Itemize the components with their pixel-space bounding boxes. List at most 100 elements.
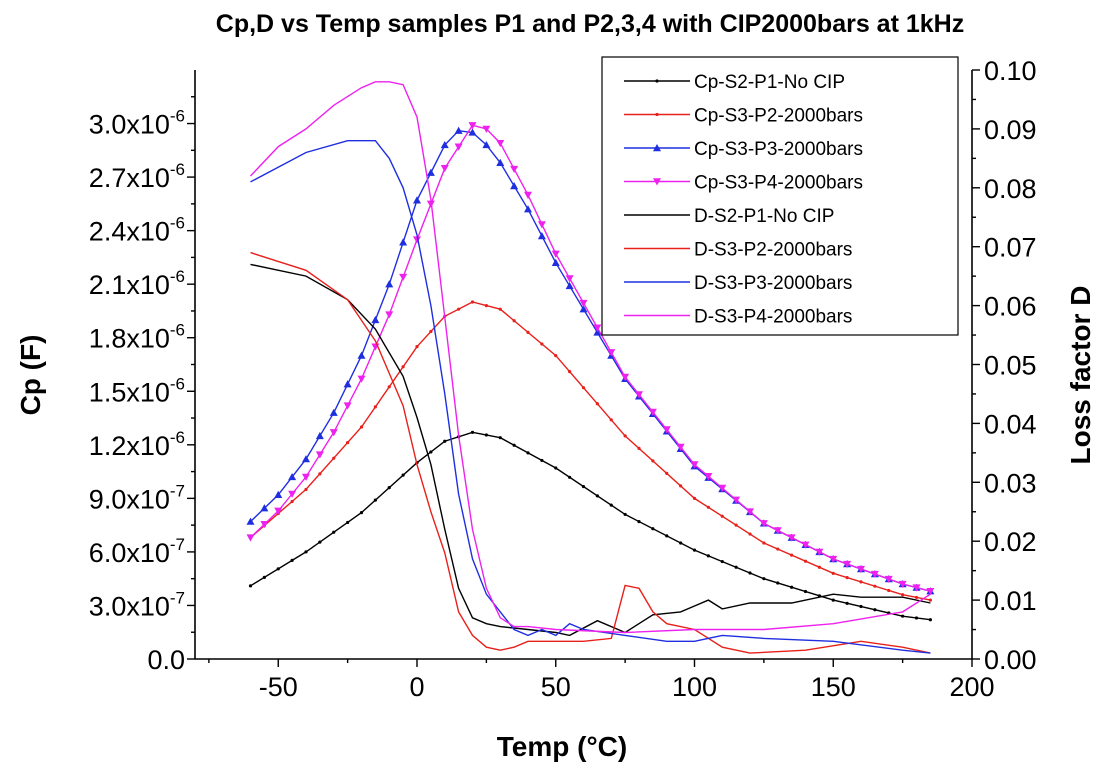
y-tick-exponent: -7 — [170, 535, 185, 554]
x-tick-label: 0 — [409, 672, 424, 702]
data-point — [609, 418, 613, 422]
data-point — [732, 496, 741, 504]
data-point — [704, 473, 713, 481]
series-line — [250, 251, 931, 654]
series-line — [249, 81, 931, 634]
data-point — [637, 519, 641, 524]
data-point — [870, 570, 879, 579]
data-point — [859, 580, 863, 584]
data-point — [343, 402, 352, 410]
data-point — [720, 514, 724, 518]
data-point — [831, 598, 835, 602]
data-point — [679, 484, 683, 488]
series-line — [250, 140, 931, 654]
data-point — [554, 466, 558, 470]
y-tick-exponent: -6 — [170, 321, 185, 340]
data-point — [359, 425, 364, 429]
data-point — [304, 487, 308, 492]
x-tick-label: 50 — [541, 672, 571, 702]
y-tick-exponent: -7 — [170, 588, 185, 607]
data-point — [457, 307, 461, 311]
data-point — [537, 231, 546, 240]
legend-marker — [655, 79, 659, 83]
legend-item: D-S3-P2-2000bars — [624, 240, 852, 261]
data-point — [692, 496, 697, 500]
data-point — [357, 375, 366, 383]
data-point — [468, 122, 477, 130]
data-point — [302, 455, 310, 463]
data-point — [540, 458, 544, 463]
data-point — [787, 534, 796, 542]
data-point — [315, 451, 324, 459]
data-point — [426, 168, 435, 176]
data-point — [343, 380, 352, 388]
data-point — [498, 436, 502, 440]
data-point — [581, 484, 586, 489]
data-point — [568, 370, 572, 374]
data-point — [288, 490, 297, 498]
data-point — [662, 426, 671, 434]
data-point — [635, 391, 643, 399]
series-line — [250, 263, 931, 637]
data-point — [790, 553, 794, 557]
data-point — [329, 429, 338, 437]
data-point — [648, 408, 657, 416]
legend-label: Cp-S3-P4-2000bars — [694, 173, 863, 194]
series-3 — [246, 122, 935, 596]
chart-title: Cp,D vs Temp samples P1 and P2,3,4 with … — [216, 10, 964, 38]
data-point — [776, 547, 780, 551]
y-tick-label: 3.0x10-6 — [89, 107, 185, 140]
series-0 — [248, 430, 932, 622]
data-point — [429, 329, 433, 334]
data-point — [524, 205, 532, 213]
data-point — [831, 571, 835, 575]
data-point — [415, 345, 419, 349]
y-tick-label: 2.4x10-6 — [89, 214, 185, 247]
data-point — [470, 300, 475, 304]
data-point — [387, 486, 391, 490]
data-point — [859, 604, 863, 609]
y-tick-exponent: -7 — [170, 481, 185, 500]
y2-tick-label: 0.00 — [984, 645, 1037, 675]
data-point — [332, 456, 336, 460]
y2-tick-label: 0.01 — [984, 586, 1037, 616]
series-layer — [246, 81, 935, 654]
data-point — [720, 559, 724, 564]
data-point — [679, 541, 683, 545]
data-point — [512, 319, 516, 323]
data-point — [454, 126, 463, 134]
data-point — [332, 530, 336, 534]
data-point — [357, 351, 366, 359]
data-point — [565, 281, 574, 290]
data-point — [607, 349, 616, 357]
series-5 — [250, 251, 931, 654]
data-point — [884, 575, 893, 584]
data-point — [734, 523, 738, 527]
data-point — [401, 365, 405, 369]
data-point — [454, 143, 463, 151]
data-point — [274, 507, 283, 515]
data-point — [510, 182, 519, 190]
data-point — [413, 196, 421, 204]
data-point — [845, 576, 849, 580]
data-point — [790, 585, 794, 589]
x-tick-label: -50 — [259, 672, 298, 702]
data-point — [817, 565, 821, 569]
legend-box — [601, 56, 959, 336]
y-tick-exponent: -6 — [170, 428, 185, 447]
y-tick-label: 0.0 — [147, 645, 185, 675]
y-tick-label: 1.2x10-6 — [89, 428, 185, 461]
data-point — [565, 275, 574, 283]
data-point — [399, 273, 408, 282]
y2-tick-label: 0.07 — [984, 233, 1037, 263]
y-tick-label: 2.7x10-6 — [89, 160, 185, 193]
data-point — [857, 565, 865, 574]
data-point — [496, 158, 505, 167]
y-tick-exponent: -6 — [170, 107, 185, 126]
data-point — [748, 532, 752, 536]
data-point — [748, 571, 752, 575]
data-point — [595, 494, 599, 498]
series-6 — [250, 140, 931, 654]
data-point — [288, 472, 297, 481]
data-point — [901, 614, 905, 618]
